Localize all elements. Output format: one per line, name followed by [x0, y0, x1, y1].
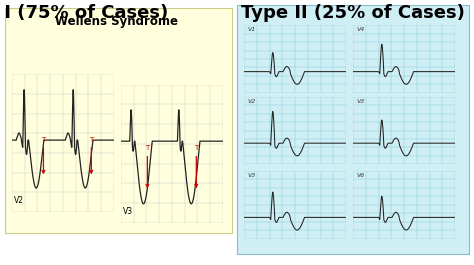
Text: T: T	[89, 136, 93, 143]
Text: V3: V3	[247, 173, 255, 178]
Bar	[237, 5, 469, 254]
Text: Type I (75% of Cases): Type I (75% of Cases)	[0, 4, 168, 22]
Text: V6: V6	[356, 173, 365, 178]
Text: Type II (25% of Cases): Type II (25% of Cases)	[241, 4, 465, 22]
Bar	[5, 8, 232, 233]
Text: V2: V2	[14, 196, 24, 205]
Text: V3: V3	[356, 99, 365, 104]
Text: T: T	[41, 136, 46, 143]
Text: T: T	[194, 145, 199, 151]
Text: V1: V1	[247, 27, 255, 32]
Text: T: T	[145, 145, 149, 151]
Text: Wellens Syndrome: Wellens Syndrome	[55, 15, 178, 28]
Text: V4: V4	[356, 27, 365, 32]
Text: V3: V3	[123, 207, 133, 216]
Text: V2: V2	[247, 99, 255, 104]
